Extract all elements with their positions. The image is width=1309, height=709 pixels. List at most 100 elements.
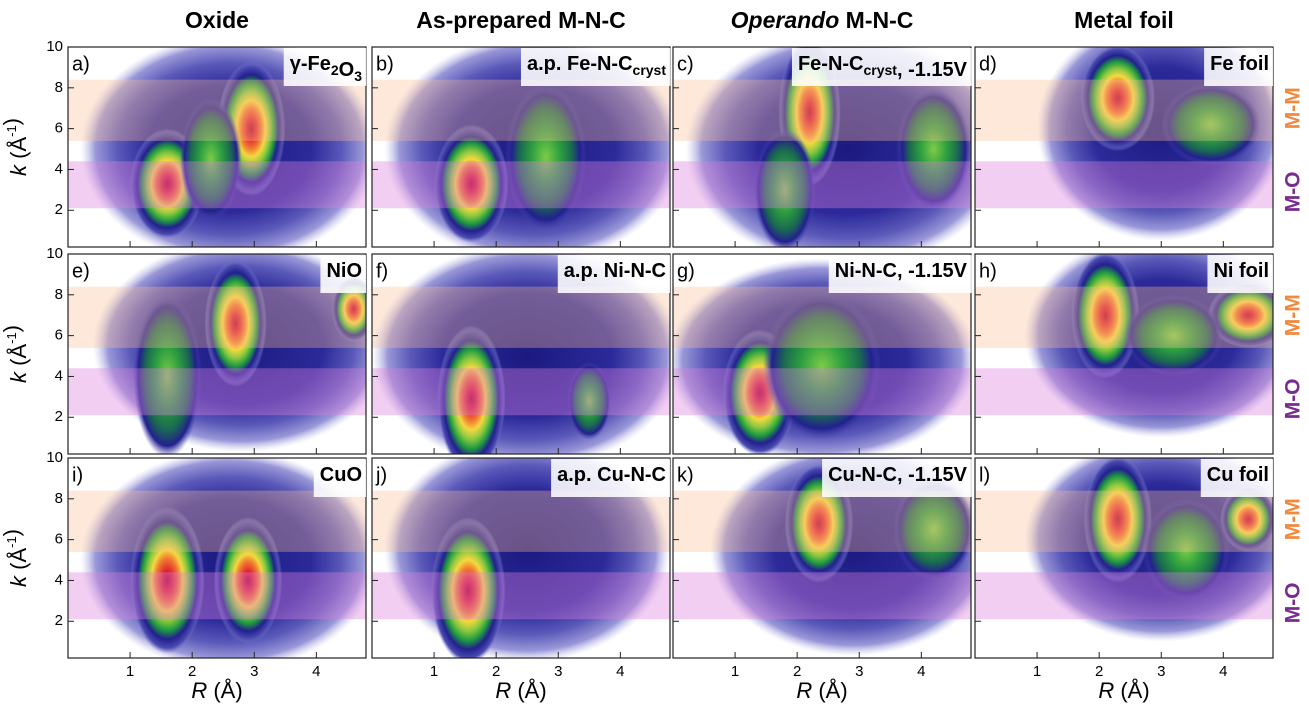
text-part: a.p. Ni-N-C [564,260,666,282]
band-mm-area [975,491,1273,552]
band-mo-area [673,368,971,415]
panel: 1234246810i)CuO [46,449,378,680]
text-part: (Å [6,137,31,165]
x-tick-label: 3 [250,663,258,680]
x-axis-label: R (Å) [191,678,242,703]
y-axis-label: k (Å-1) [0,529,31,587]
panel: b)a.p. Fe-N-Ccryst [372,35,682,264]
panel: c)Fe-N-Ccryst, -1.15V [673,31,1008,268]
x-tick-label: 4 [616,663,624,680]
x-tick-label: 3 [554,663,562,680]
text-part: Oxide [185,7,249,33]
band-mm-area [68,287,366,348]
italic-part: Operando [731,7,840,33]
text-part: (Å [6,344,31,372]
text-part: a.p. Fe-N-C [527,53,633,75]
text-part: (Å) [207,678,242,703]
band-label: M-M [1282,87,1305,129]
text-part: M-N-C [839,7,913,33]
y-axis-label: k (Å-1) [0,118,31,176]
text-part: γ-Fe [290,53,331,75]
y-tick-label: 10 [46,449,63,466]
y-tick-label: 6 [55,327,63,344]
panel-label: e) [72,260,90,282]
x-axis-label: R (Å) [495,678,546,703]
text-part: (Å) [511,678,546,703]
text-part: Cu foil [1207,464,1269,486]
sample-label: NiO [326,260,362,282]
band-mm-area [68,80,366,141]
x-tick-label: 1 [126,663,134,680]
y-tick-label: 6 [55,531,63,548]
x-tick-label: 3 [855,663,863,680]
italic-part: R [495,678,511,703]
sample-label: Fe foil [1210,53,1269,75]
subscript: 3 [354,68,362,84]
panel-label: f) [376,260,388,282]
text-part: Cu-N-C, -1.15V [828,464,968,486]
band-mm-area [68,491,366,552]
panel: d) Fe foil [975,16,1285,247]
superscript: -1 [4,536,19,548]
sample-label: Cu-N-C, -1.15V [828,464,968,486]
x-tick-label: 1 [1033,663,1041,680]
text-part: a.p. Cu-N-C [557,464,666,486]
x-tick-label: 4 [312,663,320,680]
band-mm-area [372,491,670,552]
text-part: As-prepared M-N-C [416,7,626,33]
panel-label: j) [375,464,387,486]
superscript: -1 [4,125,19,137]
y-tick-label: 4 [55,160,63,177]
sample-label: a.p. Cu-N-C [557,464,666,486]
sample-label: Ni-N-C, -1.15V [835,260,968,282]
panel-label: b) [376,53,394,75]
column-title: Oxide [185,7,249,33]
text-part: Fe foil [1210,53,1269,75]
column-title: Operando M-N-C [731,7,914,33]
text-part: , -1.15V [897,59,968,81]
sample-label: Cu foil [1207,464,1269,486]
text-part: CuO [320,464,362,486]
superscript: -1 [4,332,19,344]
band-mm-area [673,491,971,552]
text-part: Ni foil [1213,260,1269,282]
italic-part: R [1098,678,1114,703]
y-tick-label: 8 [55,286,63,303]
band-mo-area [975,368,1273,415]
panel-label: d) [979,53,997,75]
panel: h) Ni foil [975,234,1298,454]
panel-label: g) [677,260,695,282]
italic-part: R [191,678,207,703]
sample-label: Ni foil [1213,260,1269,282]
band-mo-area [372,368,670,415]
y-tick-label: 2 [55,408,63,425]
band-mo-area [68,368,366,415]
band-label: M-O [1282,171,1305,212]
sample-label: a.p. Ni-N-C [564,260,666,282]
band-mo-area [372,161,670,208]
italic-part: R [796,678,812,703]
y-tick-label: 2 [55,201,63,218]
panel-label: h) [979,260,997,282]
text-part: ) [0,529,24,536]
band-mo-area [673,161,971,208]
band-mm-area [372,287,670,348]
band-mm-area [975,287,1273,348]
y-tick-label: 6 [55,120,63,137]
text-part: (Å) [1114,678,1149,703]
band-mm-area [372,80,670,141]
band-mo-area [68,572,366,619]
band-mo-area [975,572,1273,619]
y-tick-label: 8 [55,79,63,96]
panel: f) a.p. Ni-N-C [372,244,682,473]
panel-label: c) [677,53,694,75]
band-mo-area [673,572,971,619]
x-tick-label: 3 [1157,663,1165,680]
text-part: (Å [6,548,31,576]
x-tick-label: 4 [917,663,925,680]
x-axis-label: R (Å) [1098,678,1149,703]
panel: g) Ni-N-C, -1.15V [667,254,977,462]
